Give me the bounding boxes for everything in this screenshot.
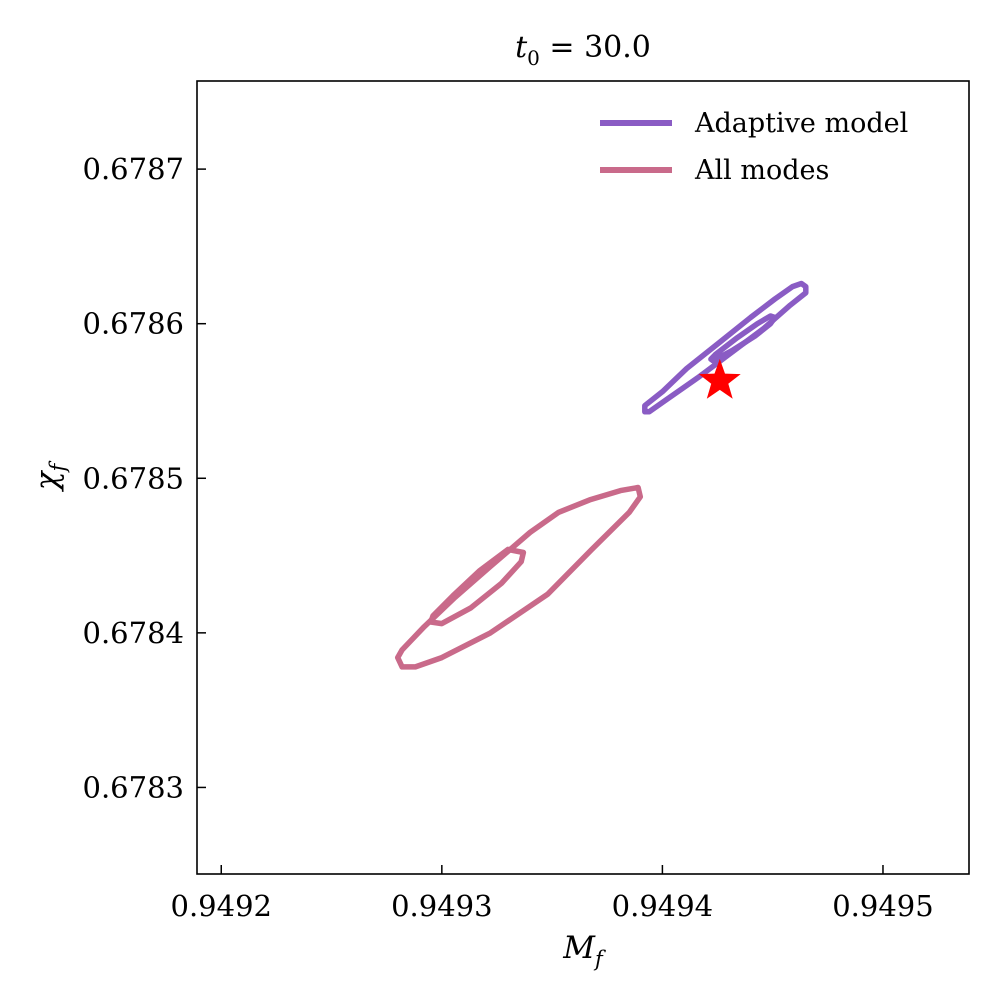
legend-label: Adaptive model: [694, 108, 908, 139]
x-axis-label-subscript: f: [593, 947, 606, 971]
legend-label: All modes: [694, 155, 829, 186]
marker-layer: [698, 358, 741, 399]
y-axis-label: χf: [29, 460, 70, 492]
x-tick-label: 0.9493: [391, 889, 492, 923]
x-axis-ticks: 0.9492 0.9493 0.9494 0.9495: [171, 865, 934, 923]
y-tick-label: 0.6783: [83, 770, 184, 804]
star-marker: [698, 358, 741, 399]
contour-adaptive-model-level-1: [642, 280, 809, 415]
title-subscript: 0: [527, 46, 540, 70]
y-axis-ticks: 0.6783 0.6784 0.6785 0.6786 0.6787: [83, 152, 206, 804]
contour-adaptive-model-level-2: [708, 313, 778, 364]
x-tick-label: 0.9495: [832, 889, 933, 923]
title-variable: t: [515, 30, 528, 65]
contour-layer: [394, 280, 809, 670]
contour-all-modes-level-1: [394, 484, 644, 670]
y-tick-label: 0.6784: [83, 616, 184, 650]
contour-all-modes-level-2: [428, 546, 527, 627]
y-axis-label-subscript: f: [46, 460, 70, 473]
chart-title: t0 = 30.0: [515, 30, 651, 70]
x-axis-label: Mf: [562, 930, 606, 971]
y-axis-label-variable: χ: [29, 469, 65, 492]
legend: Adaptive model All modes: [600, 108, 908, 186]
x-axis-label-variable: M: [562, 930, 596, 966]
x-tick-label: 0.9494: [612, 889, 713, 923]
y-tick-label: 0.6785: [83, 461, 184, 495]
y-tick-label: 0.6786: [83, 307, 184, 341]
title-value: = 30.0: [540, 30, 651, 65]
plot-frame: [196, 80, 970, 875]
svg-text:t0 = 30.0: t0 = 30.0: [515, 30, 651, 70]
y-tick-label: 0.6787: [83, 152, 184, 186]
x-tick-label: 0.9492: [171, 889, 272, 923]
